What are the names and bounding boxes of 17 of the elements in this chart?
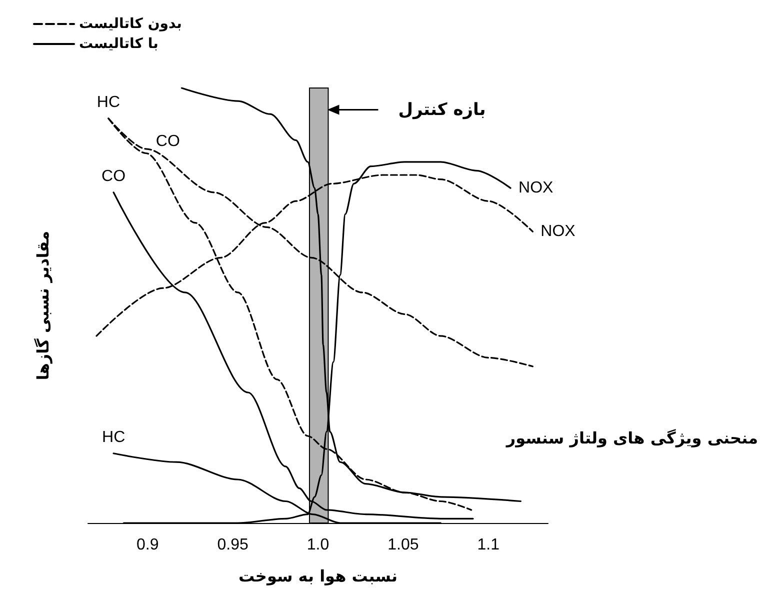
annotation: منحنی ویژگی های ولتاژ سنسور xyxy=(505,428,758,448)
legend-label: بدون کاتالیست xyxy=(79,16,182,32)
annotation: HC xyxy=(102,428,126,446)
x-tick-label: 0.95 xyxy=(217,536,248,554)
x-tick-label: 1.05 xyxy=(388,536,419,554)
x-axis-title: نسبت هوا به سوخت xyxy=(238,566,398,586)
annotation: NOX xyxy=(518,180,554,197)
annotation: CO xyxy=(156,132,180,150)
legend-label: با کاتالیست xyxy=(79,36,158,52)
x-tick-label: 1.1 xyxy=(477,536,500,554)
x-tick-label: 0.9 xyxy=(136,536,159,554)
annotation: HC xyxy=(96,94,120,111)
x-tick-label: 1.0 xyxy=(306,536,330,554)
annotation: CO xyxy=(102,168,126,185)
annotation: NOX xyxy=(540,223,576,240)
band-label: بازه کنترل xyxy=(398,100,486,120)
y-axis-title: مقادیر نسبی گازها xyxy=(34,230,52,380)
